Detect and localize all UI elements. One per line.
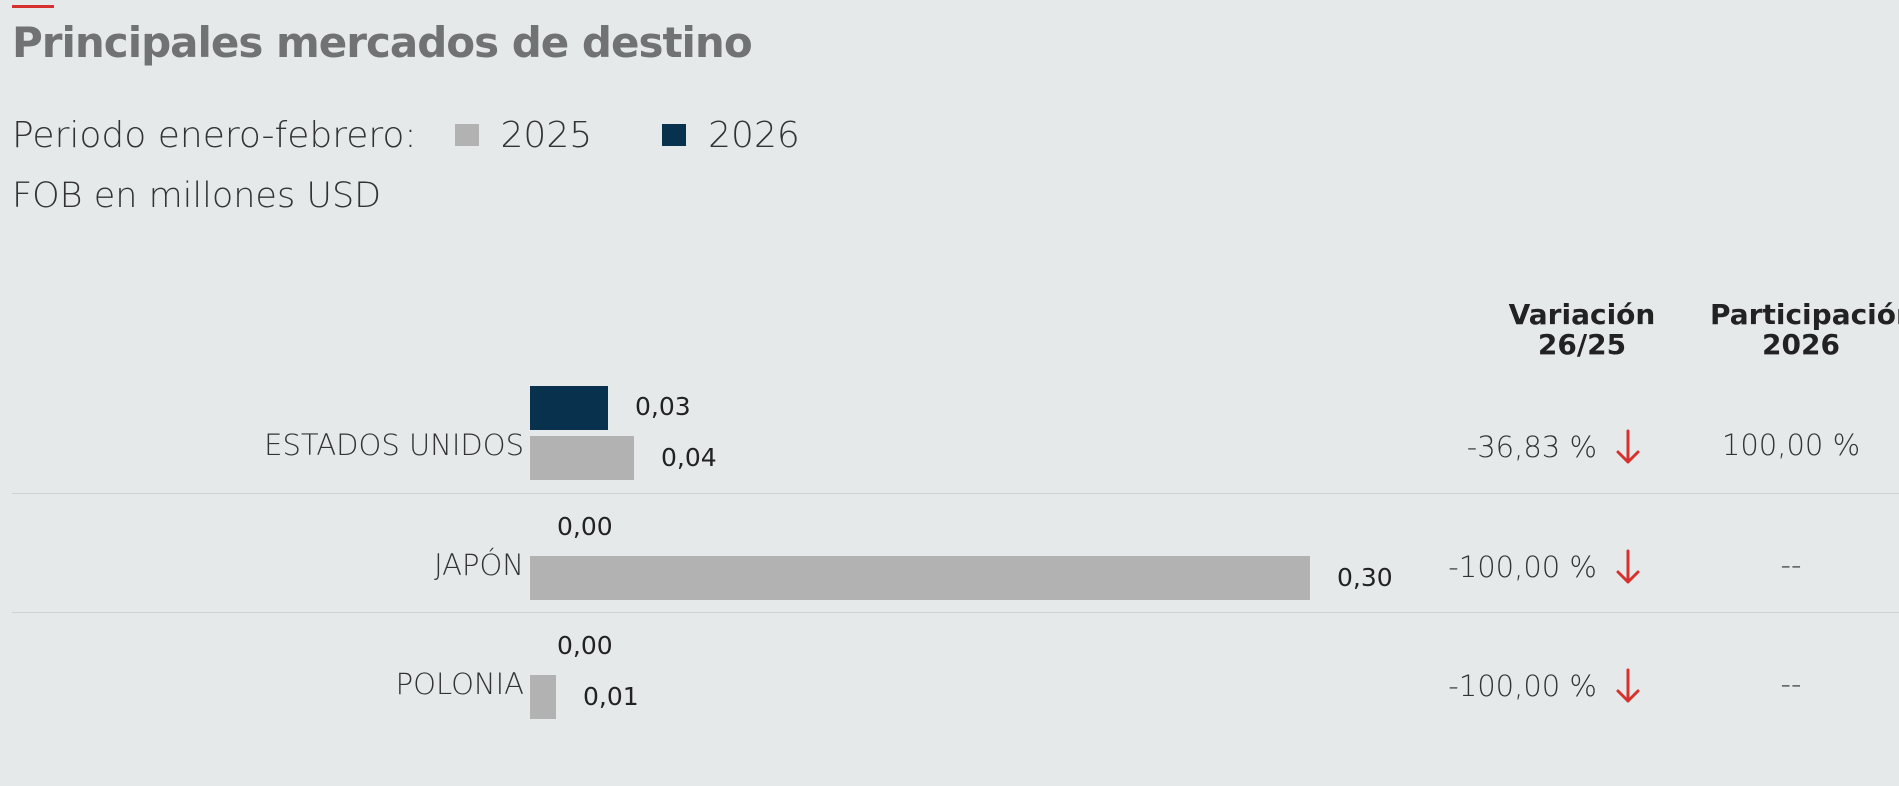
arrow-down-icon	[1615, 548, 1641, 586]
variation-cell: -36,83 %	[1467, 428, 1641, 466]
chart-title: Principales mercados de destino	[12, 18, 752, 67]
legend-swatch-2026	[662, 124, 686, 146]
row-divider	[12, 612, 1899, 613]
category-label: ESTADOS UNIDOS	[264, 428, 524, 462]
legend-swatch-2025	[455, 124, 479, 146]
bar-2025	[530, 436, 634, 480]
title-accent-line	[12, 5, 54, 8]
participation-value: --	[1701, 667, 1881, 701]
legend-label-2025: 2025	[501, 115, 593, 156]
bar-2026	[530, 386, 608, 430]
bar-value-2025: 0,30	[1337, 563, 1393, 592]
header-variation: Variación 26/25	[1500, 300, 1664, 360]
chart-row: ESTADOS UNIDOS 0,03 0,04 -36,83 % 100,00 %	[12, 386, 1899, 506]
arrow-down-icon	[1615, 428, 1641, 466]
variation-value: -100,00 %	[1448, 669, 1597, 703]
chart-row: POLONIA 0,00 0,01 -100,00 % --	[12, 625, 1899, 745]
bar-value-2025: 0,04	[661, 443, 717, 472]
chart-subtitle: FOB en millones USD	[12, 176, 381, 216]
header-participation: Participación 2026	[1710, 300, 1892, 360]
legend-item-2025: 2025	[455, 115, 593, 156]
category-label: JAPÓN	[434, 548, 524, 582]
row-divider	[12, 493, 1899, 494]
chart-row: JAPÓN 0,00 0,30 -100,00 % --	[12, 506, 1899, 626]
bar-value-2025: 0,01	[583, 682, 639, 711]
participation-value: 100,00 %	[1701, 428, 1881, 462]
category-label: POLONIA	[396, 667, 524, 701]
variation-value: -100,00 %	[1448, 550, 1597, 584]
variation-value: -36,83 %	[1467, 430, 1597, 464]
bar-value-2026: 0,00	[557, 631, 613, 660]
variation-cell: -100,00 %	[1448, 548, 1641, 586]
arrow-down-icon	[1615, 667, 1641, 705]
bar-2025	[530, 556, 1310, 600]
legend-label-2026: 2026	[708, 115, 800, 156]
legend-prefix: Periodo enero-febrero:	[12, 115, 417, 156]
bar-value-2026: 0,03	[635, 392, 691, 421]
legend: Periodo enero-febrero: 2025 2026	[12, 110, 800, 160]
participation-value: --	[1701, 548, 1881, 582]
bar-2025	[530, 675, 556, 719]
variation-cell: -100,00 %	[1448, 667, 1641, 705]
legend-item-2026: 2026	[662, 115, 800, 156]
bar-value-2026: 0,00	[557, 512, 613, 541]
